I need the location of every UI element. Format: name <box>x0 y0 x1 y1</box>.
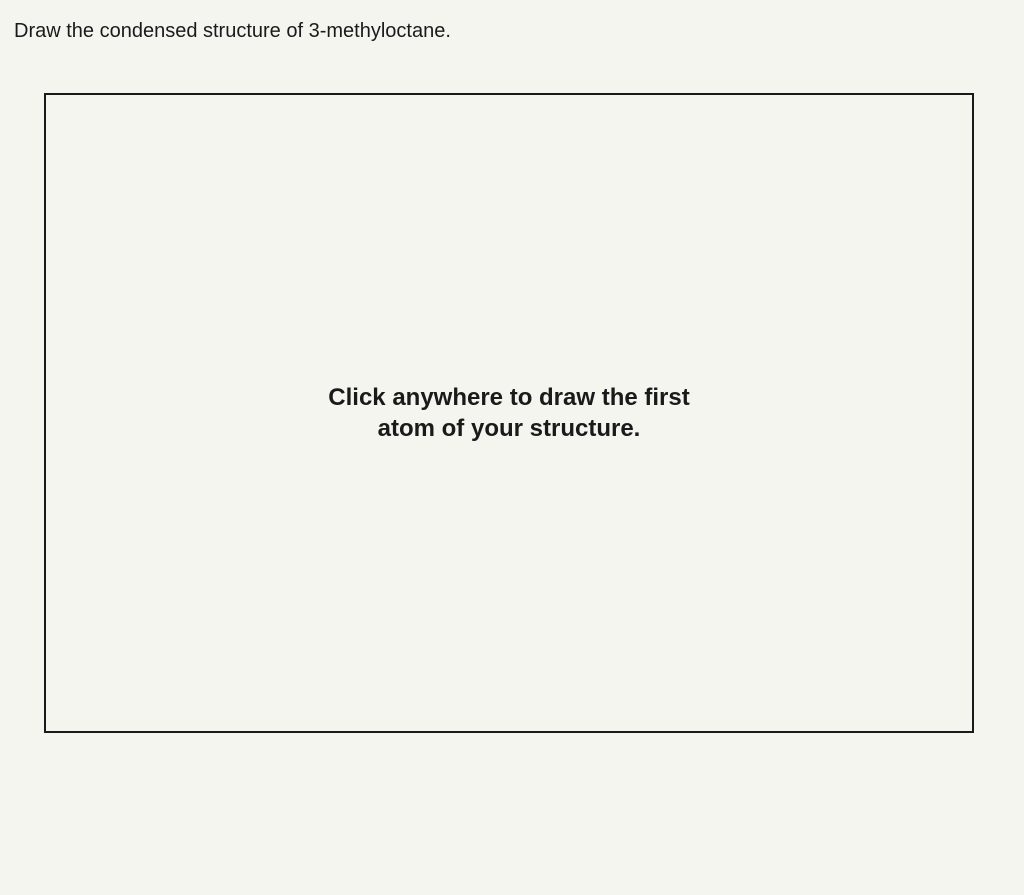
placeholder-text-line1: Click anywhere to draw the first <box>328 384 689 411</box>
question-prompt: Draw the condensed structure of 3-methyl… <box>14 20 1010 43</box>
drawing-canvas[interactable]: Click anywhere to draw the first atom of… <box>44 93 974 733</box>
canvas-placeholder: Click anywhere to draw the first atom of… <box>328 382 689 444</box>
placeholder-text-line2: atom of your structure. <box>378 415 641 442</box>
